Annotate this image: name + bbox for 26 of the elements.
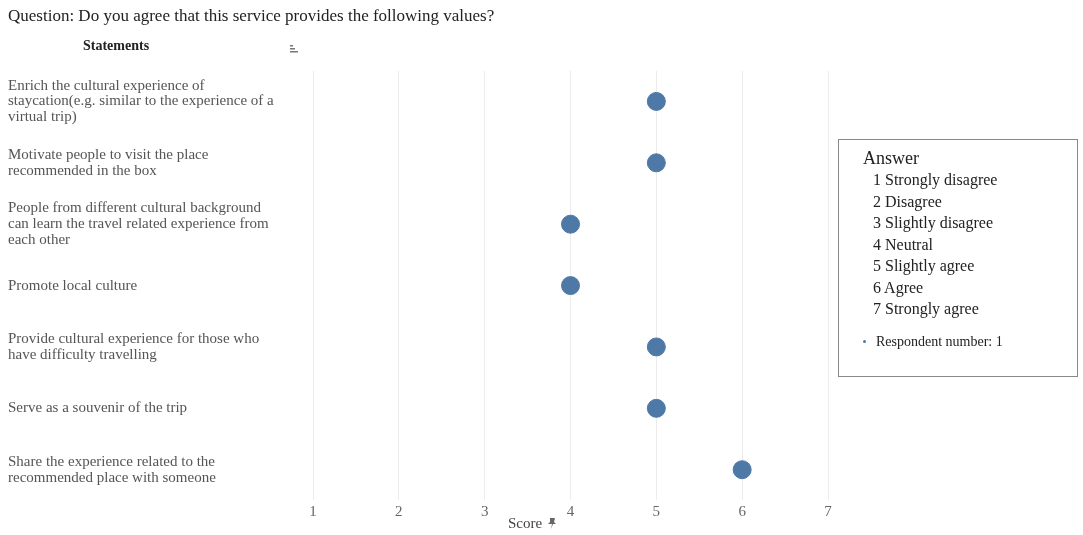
- text: 5 Slightly agree: [873, 256, 976, 277]
- text: 2 Disagree: [873, 191, 943, 212]
- chart-title: Question: Do you agree that this service provides the following values?: [8, 6, 495, 26]
- y-tick-label: People from different cultural background can learn the travel related experience from each other: [8, 199, 270, 247]
- y-tick-label: Promote local culture: [8, 276, 138, 293]
- x-tick-label: 1: [309, 503, 317, 520]
- legend-label: Respondent number: 1: [876, 333, 1003, 350]
- text: 1 Strongly disagree: [873, 170, 999, 191]
- text: 3 Slightly disagree: [873, 213, 994, 234]
- x-tick-label: 7: [824, 503, 833, 520]
- text: 7 Strongly agree: [873, 299, 980, 320]
- x-tick-label: 5: [652, 503, 661, 520]
- y-tick-label: Motivate people to visit the place recommended in the box: [8, 145, 209, 178]
- text: 4 Neutral: [873, 234, 934, 255]
- legend-title: Answer: [863, 148, 920, 169]
- x-tick-label: 4: [566, 503, 575, 520]
- text: 6 Agree: [873, 277, 925, 298]
- y-tick-label: Enrich the cultural experience of staycation(e.g. similar to the experience of a virtual trip): [8, 76, 275, 126]
- x-axis-title: Score: [508, 515, 543, 532]
- y-tick-label: Serve as a souvenir of the trip: [8, 399, 188, 416]
- y-axis-title: Statements: [83, 38, 150, 54]
- x-tick-label: 2: [395, 503, 403, 520]
- x-tick-label: 6: [738, 503, 747, 520]
- y-tick-label: Share the experience related to the recommended place with someone: [8, 452, 217, 485]
- y-tick-label: Provide cultural experience for those who have difficulty travelling: [8, 330, 260, 362]
- x-tick-label: 3: [480, 503, 489, 520]
